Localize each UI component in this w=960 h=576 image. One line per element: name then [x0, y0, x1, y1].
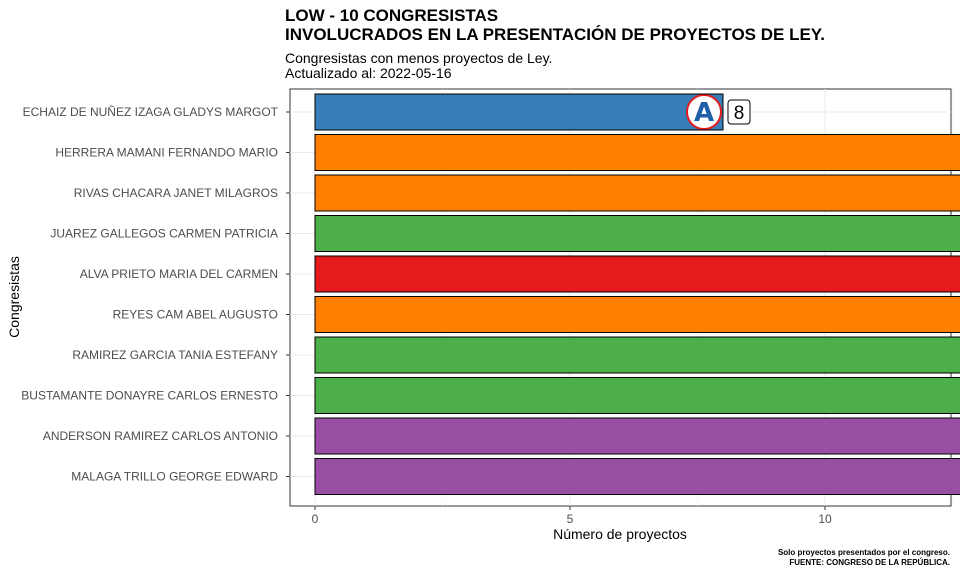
bar-group: K20: [314, 377, 960, 414]
bar-outline: [314, 215, 960, 252]
bar-outline: [314, 255, 960, 293]
y-axis-title: Congresistas: [6, 256, 22, 338]
y-tick-label: RIVAS CHACARA JANET MILAGROS: [74, 186, 278, 200]
y-tick-label: REYES CAM ABEL AUGUSTO: [113, 308, 278, 322]
bar: [315, 175, 960, 211]
bar-outline: [314, 417, 960, 455]
x-axis-ticks: 05101520: [312, 506, 832, 526]
bar: [315, 296, 960, 333]
bar: [315, 134, 960, 171]
subtitle-line-1: Congresistas con menos proyectos de Ley.: [285, 50, 553, 66]
x-tick-label: 0: [312, 512, 319, 526]
y-tick-label: RAMIREZ GARCIA TANIA ESTEFANY: [72, 348, 278, 362]
bar-group: 17: [314, 255, 960, 293]
bar-group: 18: [314, 296, 960, 333]
bar-group: 16: [314, 174, 960, 212]
bar-group: K18: [314, 336, 960, 374]
y-tick-label: MALAGA TRILLO GEORGE EDWARD: [71, 470, 278, 484]
bar-outline: [314, 93, 724, 131]
bar-outline: [314, 134, 960, 171]
chart-title: LOW - 10 CONGRESISTAS INVOLUCRADOS EN LA…: [285, 6, 825, 44]
y-axis-ticks: ECHAIZ DE NUÑEZ IZAGA GLADYS MARGOT HERRE…: [21, 105, 290, 484]
bars-group: A81416K161718K18K20NOAGRUPADO20NOAGRUPAD…: [314, 93, 960, 495]
chart-subtitle: Congresistas con menos proyectos de Ley.…: [285, 51, 552, 81]
bar-group: K16: [314, 215, 960, 252]
x-axis-title: Número de proyectos: [553, 526, 687, 542]
y-tick-label: HERRERA MAMANI FERNANDO MARIO: [55, 146, 278, 160]
y-tick-label: ECHAIZ DE NUÑEZ IZAGA GLADYS MARGOT: [23, 105, 279, 119]
x-tick-label: 10: [818, 512, 832, 526]
bar-outline: [314, 336, 960, 374]
bar: [315, 377, 960, 414]
bar-group: NOAGRUPADO20: [314, 417, 960, 455]
caption-line-2: FUENTE: CONGRESO DE LA REPÚBLICA.: [789, 558, 950, 567]
x-tick-label: 5: [567, 512, 574, 526]
alianza-logo-circle: [686, 94, 722, 130]
caption-line-1: Solo proyectos presentados por el congre…: [777, 548, 950, 557]
bar-outline: [314, 296, 960, 333]
y-tick-label: ALVA PRIETO MARIA DEL CARMEN: [80, 267, 278, 281]
data-label-box: [727, 99, 751, 125]
bar-outline: [314, 458, 960, 495]
bar-outline: [314, 174, 960, 212]
bar: [315, 458, 960, 495]
bar: [315, 215, 960, 252]
chart-caption: Solo proyectos presentados por el congre…: [778, 548, 950, 568]
y-tick-label: ANDERSON RAMIREZ CARLOS ANTONIO: [43, 429, 278, 443]
bar: [315, 337, 960, 373]
bar-group: NOAGRUPADO23: [314, 458, 960, 495]
y-tick-label: BUSTAMANTE DONAYRE CARLOS ERNESTO: [21, 389, 278, 403]
y-tick-label: JUAREZ GALLEGOS CARMEN PATRICIA: [50, 227, 278, 241]
bar: [315, 256, 960, 292]
bar: [315, 418, 960, 454]
bar: [315, 94, 723, 130]
bar-outline: [314, 377, 960, 414]
data-label: 8: [734, 103, 745, 124]
subtitle-line-2: Actualizado al: 2022-05-16: [285, 65, 452, 81]
bar-group: 14: [314, 134, 960, 171]
alianza-logo-letter: A: [694, 98, 714, 128]
